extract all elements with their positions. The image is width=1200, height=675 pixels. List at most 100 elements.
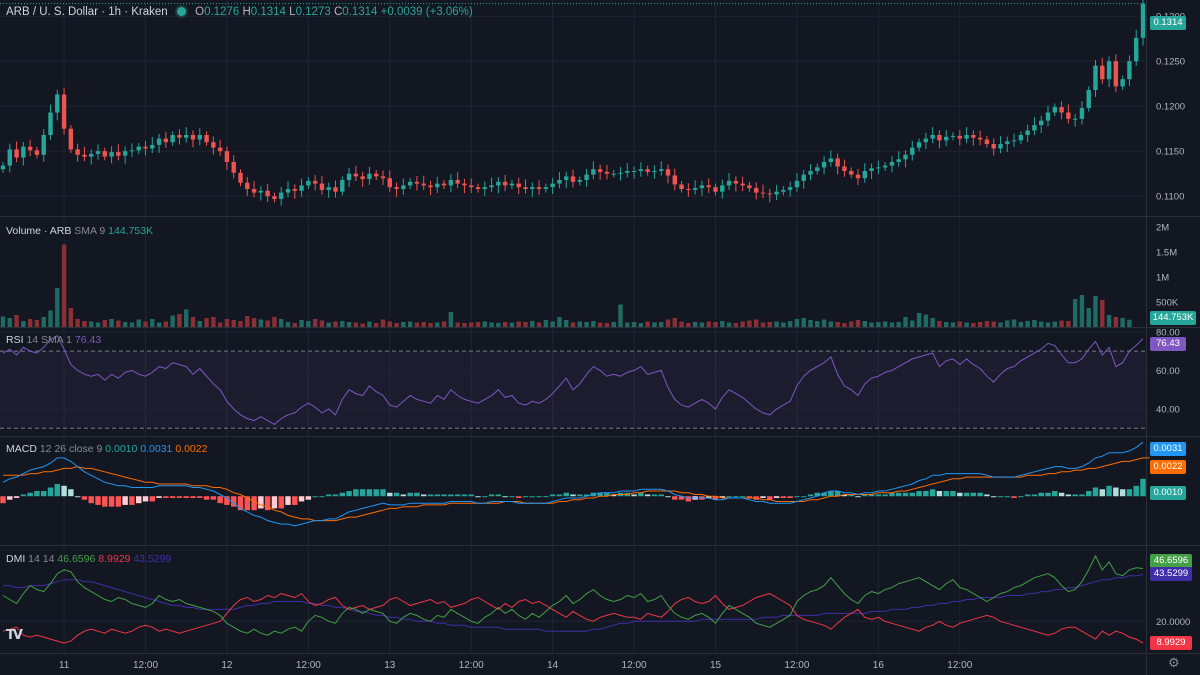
volume-bar xyxy=(550,321,555,327)
candle-body xyxy=(821,162,827,168)
candle-body xyxy=(414,181,420,184)
volume-bar xyxy=(774,321,779,327)
candle-body xyxy=(984,139,990,144)
candle-body xyxy=(923,138,929,143)
volume-bar xyxy=(679,321,684,327)
candle-body xyxy=(7,149,12,166)
volume-bar xyxy=(720,321,725,327)
macd-histogram-bar xyxy=(1018,496,1024,498)
rsi-legend[interactable]: RSI 14 SMA 1 76.43 xyxy=(6,334,101,346)
macd-histogram-bar xyxy=(366,489,373,497)
volume-bar xyxy=(279,319,284,327)
macd-histogram-bar xyxy=(224,496,230,505)
volume-bar xyxy=(937,321,942,327)
candle-body xyxy=(258,190,264,193)
candle-body xyxy=(1011,140,1017,142)
volume-bar xyxy=(1079,295,1085,327)
candle-body xyxy=(659,169,664,171)
volume-bar xyxy=(652,322,657,327)
candle-body xyxy=(122,151,128,156)
volume-bar xyxy=(862,321,867,327)
macd-histogram-bar xyxy=(577,494,583,497)
volume-bar xyxy=(889,322,895,327)
candle-body xyxy=(781,189,786,192)
price-axis-tick: 0.1100 xyxy=(1156,192,1184,203)
symbol-title[interactable]: ARB / U. S. Dollar · 1h · Kraken xyxy=(6,6,168,18)
di-plus-line xyxy=(2,554,1144,636)
gear-icon[interactable]: ⚙ xyxy=(1168,655,1180,670)
visibility-eye-icon[interactable] xyxy=(176,7,186,16)
volume-bar xyxy=(1072,299,1078,327)
volume-bar xyxy=(1106,315,1112,327)
volume-bar xyxy=(760,322,766,327)
di-minus-badge: 8.9929 xyxy=(1150,636,1192,650)
volume-bar xyxy=(1100,300,1105,327)
volume-bar xyxy=(611,322,616,327)
candle-body xyxy=(862,171,867,179)
candle-body xyxy=(41,135,46,155)
candle-body xyxy=(523,187,528,189)
candle-body xyxy=(686,189,691,190)
candle-body xyxy=(448,180,454,186)
volume-bar xyxy=(577,321,582,327)
volume-legend[interactable]: Volume · ARB SMA 9 144.753K xyxy=(6,225,153,237)
macd-legend[interactable]: MACD 12 26 close 9 0.0010 0.0031 0.0022 xyxy=(6,443,207,455)
volume-bar xyxy=(333,321,338,327)
candle-body xyxy=(720,185,725,192)
volume-bar xyxy=(156,322,162,327)
volume-bar xyxy=(21,321,26,327)
volume-bar xyxy=(428,323,433,327)
macd-histogram-bar xyxy=(767,496,773,500)
macd-histogram-bar xyxy=(672,496,678,500)
candle-body xyxy=(557,180,562,184)
candle-body xyxy=(421,183,426,186)
dmi-legend[interactable]: DMI 14 14 46.6596 8.9929 43.5299 xyxy=(6,553,171,565)
macd-histogram-bar xyxy=(733,496,739,498)
candle-body xyxy=(733,180,739,184)
candle-body xyxy=(977,137,983,140)
candle-body xyxy=(326,187,331,190)
candle-body xyxy=(95,151,101,154)
macd-histogram-bar xyxy=(814,492,820,497)
candle-body xyxy=(964,135,969,139)
macd-histogram-bar xyxy=(20,494,27,497)
candle-body xyxy=(469,185,474,188)
volume-bar xyxy=(821,319,827,327)
hist-badge: 0.0010 xyxy=(1150,486,1186,500)
volume-bar xyxy=(570,322,576,327)
macd-histogram-bar xyxy=(61,485,67,497)
macd-histogram-bar xyxy=(529,496,535,498)
macd-histogram-bar xyxy=(936,491,943,497)
volume-bar xyxy=(855,320,861,327)
candle-body xyxy=(306,180,311,186)
candle-body xyxy=(713,187,718,192)
time-axis-label: 12:00 xyxy=(296,660,321,671)
volume-bar xyxy=(747,320,752,327)
macd-histogram-bar xyxy=(726,496,732,498)
macd-histogram-bar xyxy=(563,492,569,497)
macd-histogram-bar xyxy=(604,492,610,497)
macd-histogram-bar xyxy=(929,489,936,497)
volume-axis-tick: 1M xyxy=(1156,273,1169,284)
macd-histogram-bar xyxy=(0,496,6,504)
candle-body xyxy=(163,138,169,143)
volume-bar xyxy=(82,321,87,327)
rsi-badge: 76.43 xyxy=(1150,337,1186,351)
candle-body xyxy=(1100,65,1105,80)
macd-histogram-bar xyxy=(34,491,40,497)
volume-bar xyxy=(733,323,739,327)
macd-histogram-bar xyxy=(1113,487,1119,497)
candle-body xyxy=(631,171,637,172)
macd-histogram-bar xyxy=(868,494,875,497)
candle-body xyxy=(767,193,772,195)
rsi-axis-tick: 60.00 xyxy=(1156,366,1180,377)
volume-bar xyxy=(713,322,718,327)
candle-body xyxy=(672,175,677,185)
volume-bar xyxy=(964,322,969,327)
candle-body xyxy=(625,171,630,173)
macd-histogram-bar xyxy=(298,496,305,502)
macd-histogram-bar xyxy=(434,494,440,497)
volume-bar xyxy=(625,322,630,327)
volume-bar xyxy=(346,322,352,327)
